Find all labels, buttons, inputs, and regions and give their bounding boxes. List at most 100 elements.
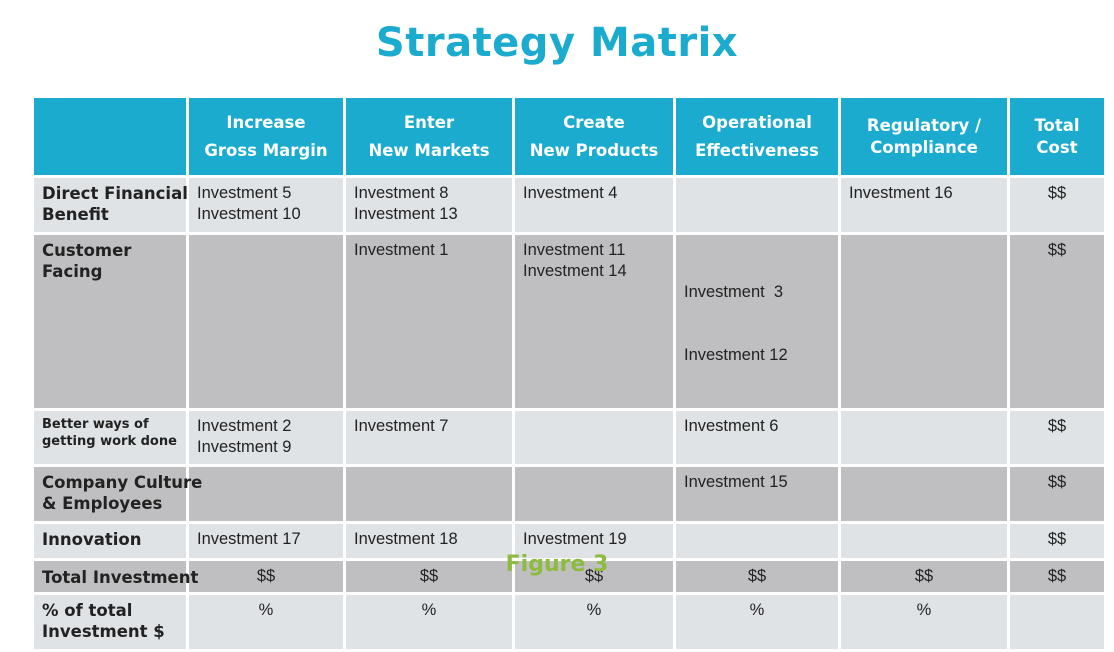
figure-caption: Figure 3 <box>505 552 609 577</box>
row-label-line: Better ways of <box>42 417 149 432</box>
table-cell: Investment 19 <box>515 524 673 558</box>
total-cost-cell: $$ <box>1010 411 1104 464</box>
header-line: Enter <box>403 113 455 133</box>
total-cost-cell: $$ <box>1010 235 1104 408</box>
investment-item: Investment 19 <box>523 530 627 548</box>
investment-item: Investment 9 <box>197 438 292 456</box>
table-cell <box>189 235 343 408</box>
table-cell <box>515 411 673 464</box>
investment-item: Investment 2 <box>197 417 292 435</box>
table-row-customer-facing: Customer Facing Investment 1 Investment … <box>34 235 1104 408</box>
table-cell <box>841 467 1007 521</box>
header-cell-create-new-products: Create New Products <box>515 98 673 175</box>
table-cell <box>841 235 1007 408</box>
header-line: Gross Margin <box>204 140 328 160</box>
row-label: Innovation <box>34 524 186 558</box>
investment-item: Investment 11 <box>523 241 626 259</box>
investment-item: Investment 6 <box>684 417 779 435</box>
row-label-line: Innovation <box>42 530 142 549</box>
table-row-company-culture: Company Culture & Employees Investment 1… <box>34 467 1104 521</box>
investment-item: Investment 12 <box>684 346 788 364</box>
table-row-direct-financial-benefit: Direct Financial Benefit Investment 5 In… <box>34 178 1104 232</box>
row-label: Total Investment <box>34 561 198 592</box>
table-row-innovation: Innovation Investment 17 Investment 18 I… <box>34 524 1104 558</box>
row-label-line: % of total <box>42 601 133 620</box>
row-label: Company Culture & Employees <box>34 467 203 521</box>
row-label: % of total Investment $ <box>34 595 186 649</box>
header-line: New Markets <box>368 140 490 160</box>
total-cost-cell: $$ <box>1010 178 1104 232</box>
total-investment-cell: $$ <box>1010 561 1104 592</box>
header-row: Increase Gross Margin Enter New Markets … <box>34 98 1104 175</box>
row-label-line: Benefit <box>42 205 109 224</box>
table-cell <box>676 524 838 558</box>
row-label: Direct Financial Benefit <box>34 178 188 232</box>
investment-item: Investment 17 <box>197 530 301 548</box>
percent-cell: % <box>841 595 1007 649</box>
total-investment-cell: $$ <box>515 561 673 592</box>
total-investment-cell: $$ <box>346 561 512 592</box>
header-line: Create <box>563 113 625 133</box>
table-cell: Investment 16 <box>841 178 1007 232</box>
table-cell: Investment 3 Investment 12 <box>676 235 838 408</box>
investment-item: Investment 1 <box>354 241 449 259</box>
header-cell-operational-effectiveness: Operational Effectiveness <box>676 98 838 175</box>
percent-cell: % <box>189 595 343 649</box>
header-cell-total-cost: Total Cost <box>1010 98 1104 175</box>
total-investment-cell: $$ <box>189 561 343 592</box>
investment-item: Investment 8 <box>354 184 449 202</box>
investment-item: Investment 15 <box>684 473 788 491</box>
row-label-line: Direct Financial <box>42 184 188 203</box>
investment-item: Investment 5 <box>197 184 292 202</box>
row-label: Customer Facing <box>34 235 186 408</box>
header-line: Cost <box>1036 137 1078 157</box>
row-label: Better ways of getting work done <box>34 411 186 464</box>
header-line: New Products <box>529 140 659 160</box>
header-line: Increase <box>226 113 306 133</box>
table-cell <box>676 178 838 232</box>
row-label-line: getting work done <box>42 434 177 449</box>
table-cell: Investment 6 <box>676 411 838 464</box>
table-row-percent-total: % of total Investment $ % % % % % <box>34 595 1104 649</box>
row-label-line: & Employees <box>42 494 163 513</box>
table-cell <box>841 411 1007 464</box>
table-cell <box>841 524 1007 558</box>
table-cell: Investment 2 Investment 9 <box>189 411 343 464</box>
table-cell: Investment 15 <box>676 467 838 521</box>
total-cost-cell: $$ <box>1010 467 1104 521</box>
header-line: Regulatory / <box>866 116 982 136</box>
table-cell: Investment 8 Investment 13 <box>346 178 512 232</box>
row-label-line: Facing <box>42 262 103 281</box>
percent-cell: % <box>676 595 838 649</box>
header-cell-enter-new-markets: Enter New Markets <box>346 98 512 175</box>
table-cell <box>515 467 673 521</box>
header-line: Total <box>1034 116 1080 136</box>
table-cell <box>346 467 512 521</box>
table-cell: Investment 17 <box>189 524 343 558</box>
investment-item: Investment 7 <box>354 417 449 435</box>
total-investment-cell: $$ <box>676 561 838 592</box>
total-cost-cell: $$ <box>1010 524 1104 558</box>
table-cell: Investment 5 Investment 10 <box>189 178 343 232</box>
percent-cell: % <box>515 595 673 649</box>
investment-item: Investment 3 <box>684 283 784 301</box>
investment-item: Investment 4 <box>523 184 618 202</box>
percent-cell: % <box>346 595 512 649</box>
page-title: Strategy Matrix <box>375 20 739 66</box>
investment-item: Investment 16 <box>849 184 953 202</box>
table-cell <box>189 467 343 521</box>
header-line: Compliance <box>870 137 978 157</box>
table-cell: Investment 11 Investment 14 <box>515 235 673 408</box>
percent-cell <box>1010 595 1104 649</box>
header-line: Operational <box>702 113 812 133</box>
investment-item: Investment 14 <box>523 262 627 280</box>
table-cell: Investment 1 <box>346 235 512 408</box>
investment-item: Investment 13 <box>354 205 458 223</box>
header-line: Effectiveness <box>695 140 819 160</box>
table-cell: Investment 7 <box>346 411 512 464</box>
table-row-better-ways: Better ways of getting work done Investm… <box>34 411 1104 464</box>
row-label-line: Company Culture <box>42 473 203 492</box>
investment-item: Investment 18 <box>354 530 458 548</box>
header-cell-regulatory-compliance: Regulatory / Compliance <box>841 98 1007 175</box>
header-cell-increase-gross-margin: Increase Gross Margin <box>189 98 343 175</box>
